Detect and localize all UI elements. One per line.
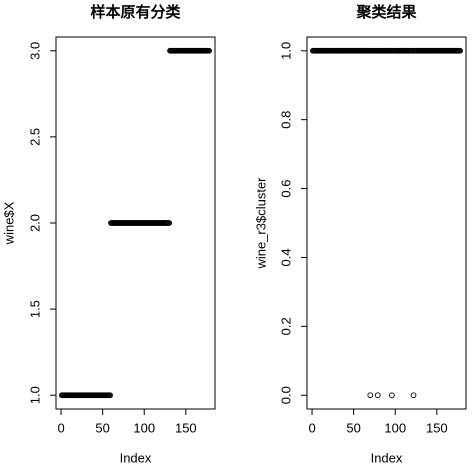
y-tick-label: 3.0 bbox=[27, 42, 42, 60]
x-tick-label: 0 bbox=[308, 420, 315, 435]
point bbox=[410, 392, 417, 399]
point bbox=[374, 392, 381, 399]
point bbox=[389, 392, 395, 399]
y-tick-label: 1.5 bbox=[27, 300, 42, 318]
x-tick-label: 50 bbox=[346, 420, 360, 435]
y-tick-label: 0.2 bbox=[278, 317, 293, 335]
x-tick-label: 50 bbox=[95, 420, 109, 435]
point bbox=[206, 47, 212, 54]
y-tick-label: 0.6 bbox=[278, 180, 293, 198]
y-tick-label: 0.8 bbox=[278, 111, 293, 129]
y-tick-label: 2.5 bbox=[27, 128, 42, 146]
x-tick-label: 100 bbox=[133, 420, 155, 435]
y-axis-label: wine_r3$cluster bbox=[253, 177, 268, 270]
x-tick-label: 150 bbox=[175, 420, 197, 435]
x-axis-label: Index bbox=[371, 450, 403, 465]
point bbox=[166, 220, 173, 226]
plot-frame bbox=[306, 36, 467, 410]
x-tick-label: 100 bbox=[384, 420, 406, 435]
x-axis-label: Index bbox=[120, 450, 152, 465]
chart-title: 样本原有分类 bbox=[90, 3, 181, 21]
y-tick-label: 1.0 bbox=[27, 386, 42, 404]
x-tick-label: 0 bbox=[57, 420, 64, 435]
point bbox=[107, 392, 113, 399]
x-tick-label: 150 bbox=[426, 420, 448, 435]
y-tick-label: 0.0 bbox=[278, 386, 293, 404]
chart-title: 聚类结果 bbox=[355, 3, 417, 21]
point bbox=[457, 47, 463, 54]
y-tick-label: 2.0 bbox=[27, 214, 42, 232]
point bbox=[367, 392, 374, 399]
y-axis-label: wine$X bbox=[1, 201, 16, 245]
y-tick-label: 0.4 bbox=[278, 248, 293, 266]
y-tick-label: 1.0 bbox=[278, 42, 293, 60]
